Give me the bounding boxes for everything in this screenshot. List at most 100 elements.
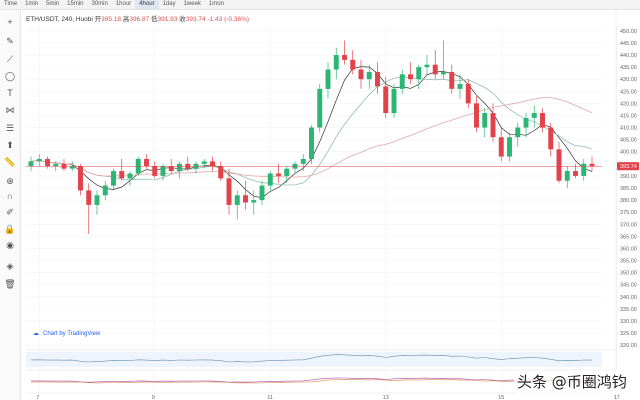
chart-grid	[26, 26, 617, 393]
y-tick-label: 420.00	[620, 101, 637, 107]
change-value: -1.43 (-0.36%)	[207, 16, 250, 23]
y-tick-label: 445.00	[620, 41, 637, 47]
candle-body	[28, 161, 34, 167]
y-tick-label: 345.00	[620, 283, 637, 289]
candle-body	[449, 71, 455, 89]
signal-line	[30, 378, 593, 384]
x-tick-label: 15	[498, 395, 504, 400]
y-tick-label: 370.00	[620, 222, 637, 228]
candle-body	[276, 173, 281, 176]
candle-body	[267, 173, 273, 186]
drawing-toolbar: + ✎ ⟋ ◯ T ⋈ ☰ ⬆ 📏 ⊕ ∩ ✐ 🔒 ◉ ◈ 🗑	[0, 10, 21, 400]
tradingview-branding[interactable]: ☁ Chart by TradingView	[33, 330, 100, 338]
rsi-line	[30, 354, 593, 363]
high-value: 396.87	[129, 16, 150, 23]
timeframe-1mon[interactable]: 1mon	[208, 1, 224, 7]
timeframe-15min[interactable]: 15min	[67, 1, 84, 7]
zoom-icon[interactable]: ⊕	[6, 176, 14, 186]
candle-body	[366, 71, 372, 80]
candle-body	[490, 113, 496, 138]
timeframe-4hour[interactable]: 4hour	[135, 0, 159, 9]
timeframe-1hour[interactable]: 1hour	[115, 1, 132, 7]
timeframe-1week[interactable]: 1week	[183, 1, 201, 7]
cloud-icon: ☁	[33, 331, 39, 337]
x-tick-label: 13	[383, 395, 389, 400]
candle-body	[259, 185, 265, 201]
y-tick-label: 340.00	[620, 295, 637, 301]
crosshair-icon[interactable]: +	[7, 17, 13, 27]
y-tick-label: 430.00	[620, 77, 637, 83]
candle-body	[441, 71, 446, 75]
price-tag-label: 393.74	[620, 164, 637, 170]
candle-body	[317, 88, 323, 128]
candle-body	[424, 64, 430, 68]
timeframe-bar: Time 1min 5min 15min 30min 1hour 4hour 1day 1wee…	[0, 0, 640, 10]
candle-body	[556, 149, 562, 181]
fib-icon[interactable]: ☰	[5, 123, 15, 133]
candle-body	[201, 161, 207, 164]
lock-icon[interactable]: 🔒	[4, 224, 16, 234]
magnet-icon[interactable]: ∩	[6, 191, 14, 201]
y-tick-label: 360.00	[620, 246, 637, 252]
line-tool-icon[interactable]: ⟋	[6, 54, 14, 64]
timeframe-time[interactable]: Time	[4, 1, 18, 7]
chart-legend: ETH/USDT, 240, Huobi 开395.18 高396.87 低39…	[26, 13, 249, 23]
high-label: 高	[122, 16, 130, 23]
x-tick-label: 11	[267, 395, 273, 400]
candle-body	[177, 163, 182, 172]
candle-body	[465, 84, 471, 104]
candle-body	[432, 64, 438, 75]
watermark: 头条 @币圈鸿钧	[514, 370, 630, 393]
candle-body	[185, 163, 191, 169]
candle-body	[375, 71, 380, 87]
y-tick-label: 425.00	[620, 89, 637, 95]
candle-body	[94, 195, 100, 205]
candle-body	[507, 137, 512, 157]
candle-body	[152, 166, 158, 176]
candle-body	[234, 195, 240, 205]
text-tool-icon[interactable]: T	[7, 88, 13, 98]
candle-body	[284, 168, 290, 176]
ma-slow-line	[30, 76, 593, 186]
candle-body	[581, 163, 587, 176]
candle-body	[102, 185, 108, 196]
price-tag	[617, 162, 639, 171]
y-tick-label: 410.00	[620, 126, 637, 132]
candle-body	[61, 163, 67, 169]
y-tick-label: 405.00	[620, 138, 637, 144]
price-axis: 450.00 445.00 440.00 435.00 430.00 425.00 420.…	[615, 10, 639, 400]
timeframe-30min[interactable]: 30min	[91, 1, 108, 7]
timeframe-1min[interactable]: 1min	[25, 1, 39, 7]
candle-body	[589, 163, 595, 167]
y-tick-label: 385.00	[620, 186, 637, 192]
candle-body	[119, 171, 125, 179]
ruler-icon[interactable]: 📏	[4, 157, 16, 167]
y-tick-label: 325.00	[620, 331, 637, 337]
y-tick-label: 440.00	[620, 53, 637, 59]
timeframe-5min[interactable]: 5min	[46, 1, 60, 7]
eye-icon[interactable]: ◉	[6, 240, 14, 250]
y-tick-label: 365.00	[620, 234, 637, 240]
candle-body	[127, 173, 133, 179]
ellipse-icon[interactable]: ◯	[4, 71, 16, 81]
candle-body	[160, 166, 166, 176]
candle-body	[540, 113, 545, 128]
x-tick-label: 9	[152, 395, 155, 400]
candle-body	[226, 178, 232, 205]
trash-icon[interactable]: 🗑	[4, 279, 16, 289]
lock-draw-icon[interactable]: ✐	[6, 207, 14, 217]
candle-body	[193, 163, 199, 169]
y-tick-label: 320.00	[620, 343, 637, 349]
candles	[26, 40, 602, 234]
close-value: 393.74	[185, 16, 206, 23]
pencil-icon[interactable]: ✎	[6, 36, 14, 46]
pattern-icon[interactable]: ⋈	[5, 105, 15, 115]
y-tick-label: 390.00	[620, 174, 637, 180]
open-label: 开	[94, 16, 102, 23]
arrow-icon[interactable]: ⬆	[6, 140, 14, 150]
layers-icon[interactable]: ◈	[6, 261, 14, 271]
y-tick-label: 400.00	[620, 150, 637, 156]
timeframe-1day[interactable]: 1day	[162, 1, 176, 7]
ma-fast-line	[30, 66, 593, 199]
